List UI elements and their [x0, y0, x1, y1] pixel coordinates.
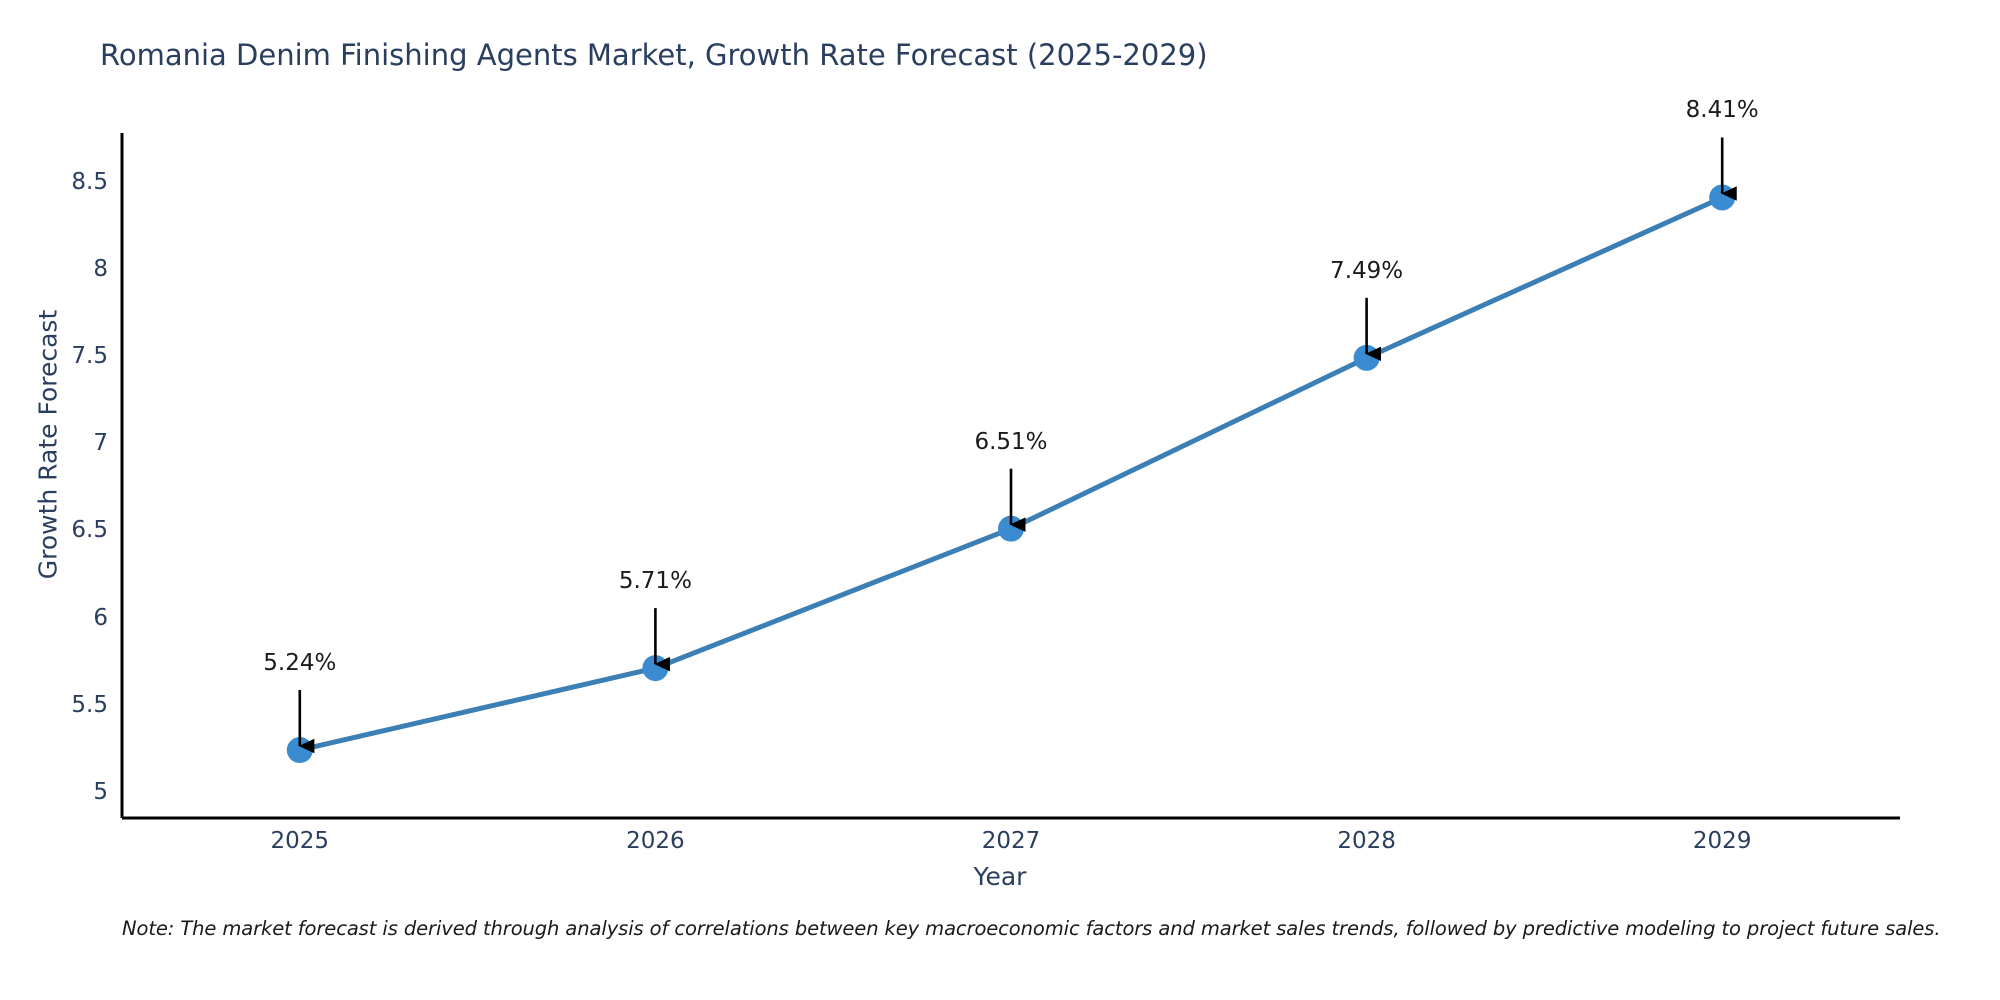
x-tick-label: 2028 — [1337, 828, 1396, 854]
y-tick-label: 7.5 — [71, 343, 108, 370]
y-tick-label: 6 — [93, 604, 108, 631]
x-tick-label: 2026 — [626, 828, 685, 854]
y-tick-label: 8.5 — [71, 168, 108, 195]
data-point-label: 5.24% — [263, 650, 337, 677]
y-tick-label: 8 — [93, 255, 108, 282]
y-tick-label: 7 — [93, 430, 108, 457]
data-point-label: 7.49% — [1330, 257, 1404, 284]
x-tick-label: 2029 — [1692, 828, 1752, 854]
x-tick-label: 2027 — [981, 828, 1041, 854]
y-tick-label: 6.5 — [71, 517, 108, 544]
chart-title: Romania Denim Finishing Agents Market, G… — [100, 38, 1208, 72]
x-axis-title: Year — [973, 862, 1027, 891]
x-tick-label: 2025 — [270, 828, 330, 854]
data-point-label: 8.41% — [1685, 97, 1759, 124]
axis-lines — [120, 133, 1900, 820]
chart-footnote: Note: The market forecast is derived thr… — [122, 917, 1941, 940]
y-tick-label: 5 — [93, 778, 108, 805]
y-tick-label: 5.5 — [71, 691, 108, 718]
annotation-arrows — [298, 137, 1737, 754]
data-point-label: 6.51% — [974, 428, 1048, 455]
data-point-label: 5.71% — [618, 568, 692, 595]
